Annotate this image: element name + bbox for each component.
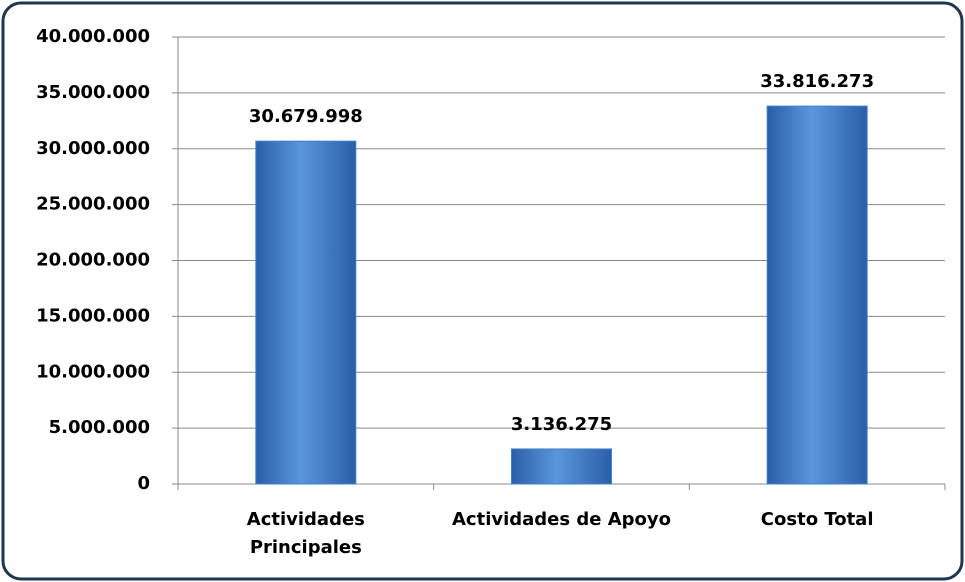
value-label: 30.679.998 <box>249 106 363 127</box>
bar <box>255 140 357 485</box>
x-tick-label: Costo Total <box>760 509 874 530</box>
x-tick-label: Actividades Principales <box>246 509 365 558</box>
y-tick-label: 30.000.000 <box>36 138 150 159</box>
y-tick-label: 35.000.000 <box>36 82 150 103</box>
y-tick-label: 0 <box>137 473 150 494</box>
value-label: 33.816.273 <box>760 71 874 92</box>
value-label: 3.136.275 <box>511 414 612 435</box>
y-tick-label: 15.000.000 <box>36 305 150 326</box>
y-tick-label: 5.000.000 <box>49 417 150 438</box>
y-tick-label: 40.000.000 <box>36 26 150 47</box>
x-tick-label: Actividades de Apoyo <box>451 509 672 530</box>
y-tick-label: 20.000.000 <box>36 250 150 271</box>
y-tick-label: 25.000.000 <box>36 194 150 215</box>
y-tick-label: 10.000.000 <box>36 361 150 382</box>
bar <box>766 105 868 485</box>
bar <box>511 448 612 485</box>
